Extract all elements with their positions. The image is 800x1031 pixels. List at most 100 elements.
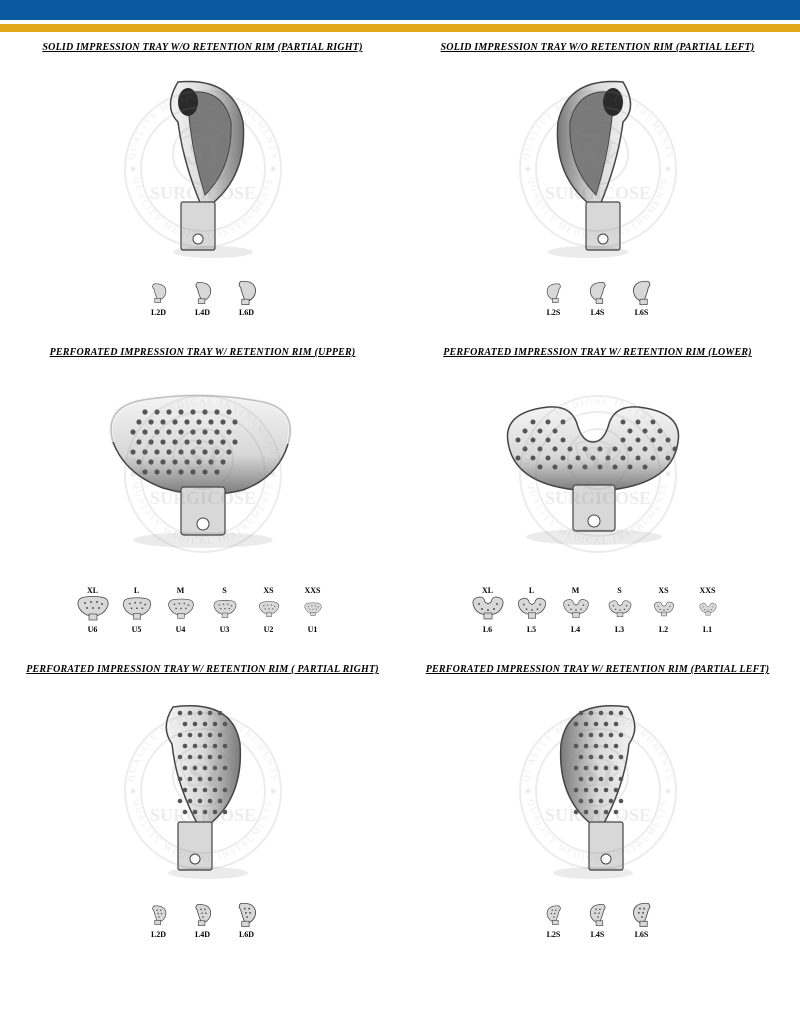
size-item: L4D [187, 903, 219, 939]
catalog-content: SOLID IMPRESSION TRAY W/O RETENTION RIM … [0, 32, 800, 959]
size-row: L2D L4D L6D [143, 903, 263, 939]
size-thumbnail [231, 903, 263, 929]
product-stage: QUALITY MEDICAL INSTRUMENTS QUALITY MEDI… [20, 364, 385, 584]
size-top-label: M [572, 586, 580, 595]
product-stage: QUALITY MEDICAL INSTRUMENTS QUALITY MEDI… [415, 681, 780, 901]
size-item: L4S [582, 281, 614, 317]
size-code-label: U2 [264, 625, 274, 634]
panel-title: PERFORATED IMPRESSION TRAY W/ RETENTION … [50, 347, 356, 358]
tray-illustration [518, 67, 678, 272]
product-panel: PERFORATED IMPRESSION TRAY W/ RETENTION … [415, 664, 780, 939]
size-code-label: L4S [591, 308, 605, 317]
size-item: L6S [626, 903, 658, 939]
size-row: L2S L4S L6S [538, 281, 658, 317]
product-panel: SOLID IMPRESSION TRAY W/O RETENTION RIM … [415, 42, 780, 317]
size-thumbnail [468, 596, 508, 624]
panel-title: PERFORATED IMPRESSION TRAY W/ RETENTION … [26, 664, 379, 675]
perforated-partial-tray-illustration [118, 689, 288, 889]
panel-title: SOLID IMPRESSION TRAY W/O RETENTION RIM … [441, 42, 755, 53]
size-top-label: M [177, 586, 185, 595]
size-top-label: XS [263, 586, 273, 595]
size-code-label: U3 [220, 625, 230, 634]
size-code-label: U4 [176, 625, 186, 634]
size-item: L6S [626, 281, 658, 317]
size-top-label: XXS [699, 586, 715, 595]
size-thumbnail [249, 596, 289, 624]
size-item: XL U6 [73, 586, 113, 634]
size-row: XL L6L L5M L4S L3XS L2XXS L1 [468, 586, 728, 634]
panel-title: SOLID IMPRESSION TRAY W/O RETENTION RIM … [42, 42, 362, 53]
size-thumbnail [143, 281, 175, 307]
size-thumbnail [626, 281, 658, 307]
size-thumbnail [538, 903, 570, 929]
size-item: L4S [582, 903, 614, 939]
size-top-label: L [529, 586, 534, 595]
size-item: L2S [538, 903, 570, 939]
size-top-label: XXS [304, 586, 320, 595]
product-grid: SOLID IMPRESSION TRAY W/O RETENTION RIM … [20, 42, 780, 939]
size-item: L U5 [117, 586, 157, 634]
product-stage: QUALITY MEDICAL INSTRUMENTS QUALITY MEDI… [415, 59, 780, 279]
size-top-label: S [617, 586, 621, 595]
product-stage: QUALITY MEDICAL INSTRUMENTS QUALITY MEDI… [20, 59, 385, 279]
size-code-label: L4 [571, 625, 580, 634]
size-row: L2D L4D L6D [143, 281, 263, 317]
size-code-label: L2 [659, 625, 668, 634]
size-thumbnail [205, 596, 245, 624]
size-item: L6D [231, 903, 263, 939]
accent-bar [0, 24, 800, 32]
size-code-label: L2D [151, 930, 166, 939]
size-code-label: L2D [151, 308, 166, 317]
size-thumbnail [117, 596, 157, 624]
size-item: XL L6 [468, 586, 508, 634]
size-code-label: L4D [195, 308, 210, 317]
size-item: S U3 [205, 586, 245, 634]
size-thumbnail [582, 903, 614, 929]
tray-illustration [118, 689, 288, 894]
size-thumbnail [143, 903, 175, 929]
size-item: M L4 [556, 586, 596, 634]
size-item: XS L2 [644, 586, 684, 634]
size-thumbnail [231, 281, 263, 307]
size-row: XL U6L U5M U4S U3XS U2XXS U1 [73, 586, 333, 634]
size-thumbnail [644, 596, 684, 624]
size-item: L4D [187, 281, 219, 317]
size-item: XXS U1 [293, 586, 333, 634]
product-panel: SOLID IMPRESSION TRAY W/O RETENTION RIM … [20, 42, 385, 317]
solid-tray-illustration [518, 67, 678, 267]
perforated-upper-tray-illustration [83, 382, 323, 562]
perforated-lower-tray-illustration [478, 387, 718, 557]
size-thumbnail [73, 596, 113, 624]
tray-illustration [83, 382, 323, 567]
size-item: M U4 [161, 586, 201, 634]
product-panel: PERFORATED IMPRESSION TRAY W/ RETENTION … [20, 347, 385, 634]
size-code-label: L5 [527, 625, 536, 634]
size-top-label: XS [658, 586, 668, 595]
size-thumbnail [187, 903, 219, 929]
size-thumbnail [582, 281, 614, 307]
tray-illustration [478, 387, 718, 562]
size-code-label: L2S [547, 308, 561, 317]
size-code-label: L3 [615, 625, 624, 634]
size-thumbnail [626, 903, 658, 929]
size-top-label: L [134, 586, 139, 595]
size-thumbnail [161, 596, 201, 624]
tray-illustration [513, 689, 683, 894]
size-item: XXS L1 [688, 586, 728, 634]
size-thumbnail [538, 281, 570, 307]
perforated-partial-tray-illustration [513, 689, 683, 889]
panel-title: PERFORATED IMPRESSION TRAY W/ RETENTION … [443, 347, 752, 358]
size-item: L2D [143, 281, 175, 317]
product-panel: PERFORATED IMPRESSION TRAY W/ RETENTION … [20, 664, 385, 939]
tray-illustration [123, 67, 283, 272]
size-code-label: L2S [547, 930, 561, 939]
size-thumbnail [187, 281, 219, 307]
product-stage: QUALITY MEDICAL INSTRUMENTS QUALITY MEDI… [20, 681, 385, 901]
size-code-label: L1 [703, 625, 712, 634]
size-item: L2D [143, 903, 175, 939]
size-thumbnail [512, 596, 552, 624]
panel-title: PERFORATED IMPRESSION TRAY W/ RETENTION … [426, 664, 770, 675]
product-panel: PERFORATED IMPRESSION TRAY W/ RETENTION … [415, 347, 780, 634]
product-stage: QUALITY MEDICAL INSTRUMENTS QUALITY MEDI… [415, 364, 780, 584]
size-code-label: L4D [195, 930, 210, 939]
